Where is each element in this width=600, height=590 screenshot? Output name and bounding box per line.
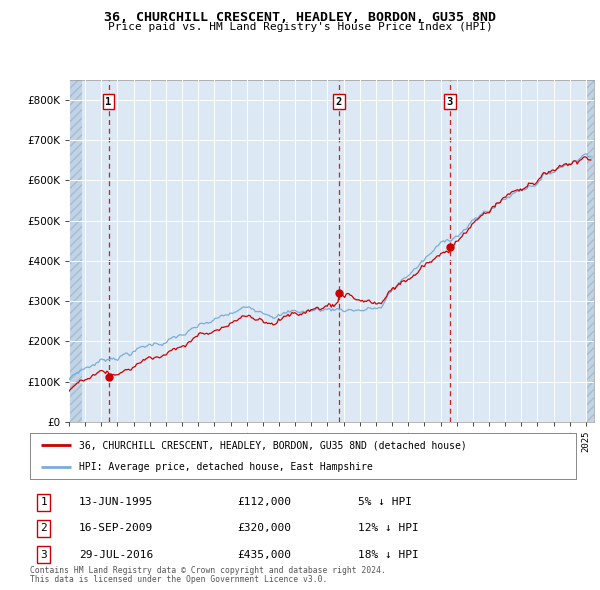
Text: 2: 2 — [336, 97, 342, 107]
Text: Contains HM Land Registry data © Crown copyright and database right 2024.: Contains HM Land Registry data © Crown c… — [30, 566, 386, 575]
Text: £435,000: £435,000 — [238, 549, 292, 559]
Text: 36, CHURCHILL CRESCENT, HEADLEY, BORDON, GU35 8ND (detached house): 36, CHURCHILL CRESCENT, HEADLEY, BORDON,… — [79, 441, 467, 451]
Text: 3: 3 — [447, 97, 453, 107]
Text: 12% ↓ HPI: 12% ↓ HPI — [358, 523, 418, 533]
Text: Price paid vs. HM Land Registry's House Price Index (HPI): Price paid vs. HM Land Registry's House … — [107, 22, 493, 32]
Bar — [586, 80, 594, 422]
Text: 1: 1 — [106, 97, 112, 107]
Text: 5% ↓ HPI: 5% ↓ HPI — [358, 497, 412, 507]
Text: 2: 2 — [40, 523, 47, 533]
Text: 18% ↓ HPI: 18% ↓ HPI — [358, 549, 418, 559]
Text: 13-JUN-1995: 13-JUN-1995 — [79, 497, 154, 507]
Text: 36, CHURCHILL CRESCENT, HEADLEY, BORDON, GU35 8ND: 36, CHURCHILL CRESCENT, HEADLEY, BORDON,… — [104, 11, 496, 24]
Bar — [69, 80, 82, 422]
Text: 16-SEP-2009: 16-SEP-2009 — [79, 523, 154, 533]
Text: 3: 3 — [40, 549, 47, 559]
Text: HPI: Average price, detached house, East Hampshire: HPI: Average price, detached house, East… — [79, 461, 373, 471]
Text: £112,000: £112,000 — [238, 497, 292, 507]
Text: This data is licensed under the Open Government Licence v3.0.: This data is licensed under the Open Gov… — [30, 575, 328, 584]
Text: £320,000: £320,000 — [238, 523, 292, 533]
Text: 1: 1 — [40, 497, 47, 507]
Text: 29-JUL-2016: 29-JUL-2016 — [79, 549, 154, 559]
